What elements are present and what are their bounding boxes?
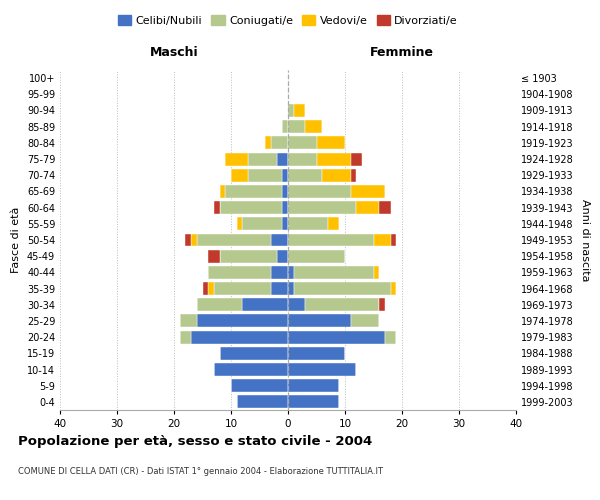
Bar	[288, 136, 317, 149]
Bar	[283, 120, 288, 133]
Bar	[373, 234, 391, 246]
Bar	[236, 396, 288, 408]
Bar	[185, 234, 191, 246]
Bar	[322, 169, 350, 181]
Bar	[350, 314, 379, 328]
Bar	[288, 314, 350, 328]
Bar	[328, 218, 340, 230]
Bar	[288, 152, 317, 166]
Bar	[214, 201, 220, 214]
Bar	[288, 379, 340, 392]
Bar	[288, 218, 328, 230]
Bar	[214, 282, 271, 295]
Text: Femmine: Femmine	[370, 46, 434, 59]
Bar	[277, 152, 288, 166]
Bar	[379, 298, 385, 311]
Bar	[294, 282, 391, 295]
Bar	[288, 298, 305, 311]
Bar	[226, 152, 248, 166]
Bar	[305, 120, 322, 133]
Bar	[231, 379, 288, 392]
Bar	[288, 185, 350, 198]
Legend: Celibi/Nubili, Coniugati/e, Vedovi/e, Divorziati/e: Celibi/Nubili, Coniugati/e, Vedovi/e, Di…	[113, 10, 463, 30]
Text: COMUNE DI CELLA DATI (CR) - Dati ISTAT 1° gennaio 2004 - Elaborazione TUTTITALIA: COMUNE DI CELLA DATI (CR) - Dati ISTAT 1…	[18, 468, 383, 476]
Bar	[220, 185, 226, 198]
Bar	[180, 314, 197, 328]
Bar	[248, 152, 277, 166]
Bar	[288, 347, 345, 360]
Bar	[288, 169, 322, 181]
Bar	[191, 234, 197, 246]
Bar	[317, 136, 345, 149]
Bar	[208, 266, 271, 279]
Bar	[350, 185, 385, 198]
Bar	[317, 152, 350, 166]
Bar	[231, 169, 248, 181]
Bar	[385, 330, 396, 344]
Bar	[277, 250, 288, 262]
Bar	[208, 282, 214, 295]
Bar	[288, 201, 356, 214]
Bar	[283, 201, 288, 214]
Y-axis label: Fasce di età: Fasce di età	[11, 207, 21, 273]
Bar	[197, 234, 271, 246]
Bar	[203, 282, 208, 295]
Bar	[288, 104, 294, 117]
Text: Popolazione per età, sesso e stato civile - 2004: Popolazione per età, sesso e stato civil…	[18, 435, 372, 448]
Bar	[288, 282, 294, 295]
Bar	[350, 169, 356, 181]
Bar	[288, 266, 294, 279]
Bar	[288, 330, 385, 344]
Bar	[288, 363, 356, 376]
Bar	[283, 185, 288, 198]
Bar	[288, 120, 305, 133]
Bar	[197, 298, 242, 311]
Bar	[271, 234, 288, 246]
Bar	[191, 330, 288, 344]
Bar	[350, 152, 362, 166]
Bar	[379, 201, 391, 214]
Bar	[373, 266, 379, 279]
Bar	[248, 169, 283, 181]
Bar	[391, 282, 397, 295]
Bar	[283, 218, 288, 230]
Bar	[288, 234, 373, 246]
Bar	[220, 201, 283, 214]
Bar	[271, 282, 288, 295]
Bar	[242, 218, 283, 230]
Bar	[294, 266, 373, 279]
Y-axis label: Anni di nascita: Anni di nascita	[580, 198, 590, 281]
Bar	[180, 330, 191, 344]
Bar	[220, 250, 277, 262]
Bar	[391, 234, 397, 246]
Bar	[294, 104, 305, 117]
Bar	[356, 201, 379, 214]
Text: Maschi: Maschi	[149, 46, 199, 59]
Bar	[283, 169, 288, 181]
Bar	[220, 347, 288, 360]
Bar	[288, 250, 345, 262]
Bar	[242, 298, 288, 311]
Bar	[265, 136, 271, 149]
Bar	[226, 185, 283, 198]
Bar	[271, 266, 288, 279]
Bar	[197, 314, 288, 328]
Bar	[208, 250, 220, 262]
Bar	[214, 363, 288, 376]
Bar	[271, 136, 288, 149]
Bar	[305, 298, 379, 311]
Bar	[288, 396, 340, 408]
Bar	[237, 218, 242, 230]
